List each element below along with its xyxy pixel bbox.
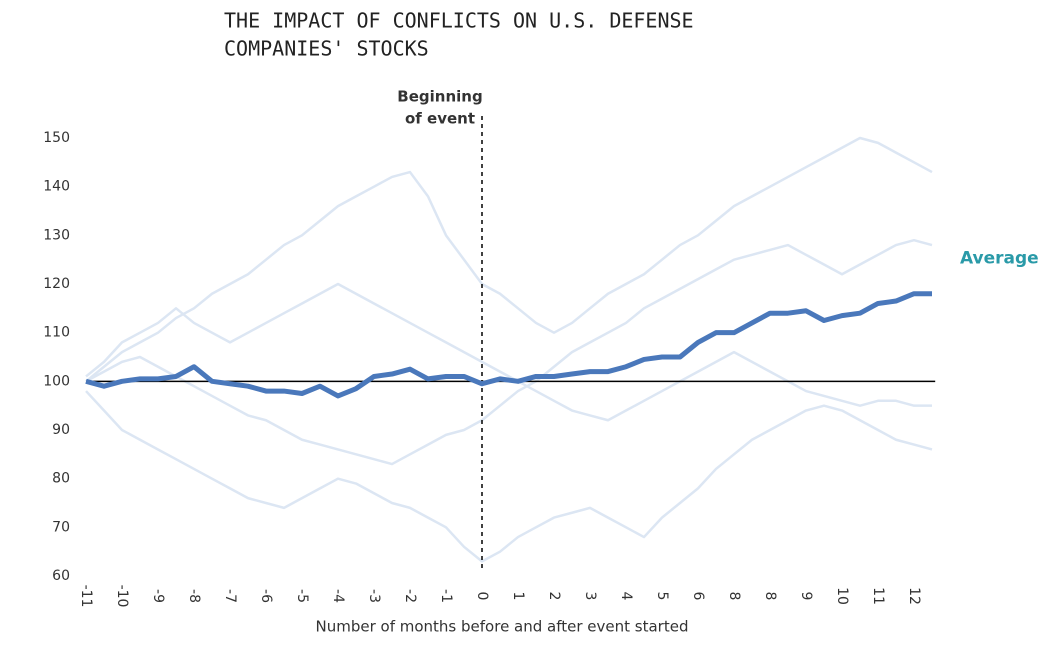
company-line xyxy=(85,238,933,466)
x-tick-label: -5 xyxy=(294,589,310,603)
chart-title: THE IMPACT OF CONFLICTS ON U.S. DEFENSE xyxy=(224,9,694,33)
x-tick-label: -4 xyxy=(330,589,346,603)
x-tick-label: 8 xyxy=(726,592,742,601)
x-tick-label: -1 xyxy=(438,589,454,603)
x-tick-label: -8 xyxy=(186,589,202,603)
annotation: of event xyxy=(405,110,475,128)
x-tick-label: -7 xyxy=(222,589,238,603)
chart-title: COMPANIES' STOCKS xyxy=(224,37,429,61)
x-tick-label: -9 xyxy=(150,589,166,603)
x-tick-label: 1 xyxy=(510,592,526,601)
x-tick-label: 5 xyxy=(654,592,670,601)
x-tick-label: 10 xyxy=(834,587,850,605)
series-label: Average xyxy=(960,249,1039,269)
x-tick-label: -2 xyxy=(402,589,418,603)
y-tick-label: 150 xyxy=(43,130,70,146)
y-tick-label: 70 xyxy=(52,519,70,535)
company-line xyxy=(85,136,933,383)
x-axis-label: Number of months before and after event … xyxy=(316,618,689,636)
x-tick-label: 2 xyxy=(546,592,562,601)
x-tick-label: 12 xyxy=(906,587,922,605)
annotation: Beginning xyxy=(397,88,482,106)
y-tick-label: 140 xyxy=(43,179,70,195)
y-tick-label: 120 xyxy=(43,276,70,292)
x-tick-label: -11 xyxy=(78,585,94,608)
x-tick-label: 0 xyxy=(474,592,490,601)
y-tick-label: 60 xyxy=(52,568,70,584)
x-tick-label: -3 xyxy=(366,589,382,603)
y-tick-label: 90 xyxy=(52,422,70,438)
y-tick-label: 100 xyxy=(43,373,70,389)
y-tick-label: 130 xyxy=(43,227,70,243)
x-tick-label: 4 xyxy=(618,592,634,601)
x-tick-label: 11 xyxy=(870,587,886,605)
x-tick-label: 6 xyxy=(690,592,706,601)
average-line xyxy=(85,291,932,399)
y-tick-label: 110 xyxy=(43,325,70,341)
x-tick-label: 3 xyxy=(582,592,598,601)
x-tick-label: -10 xyxy=(114,585,130,608)
x-tick-label: 8 xyxy=(762,592,778,601)
x-tick-label: -6 xyxy=(258,589,274,603)
x-tick-label: 9 xyxy=(798,592,814,601)
company-line xyxy=(85,390,933,563)
company-line xyxy=(85,282,932,422)
y-tick-label: 80 xyxy=(52,471,70,487)
